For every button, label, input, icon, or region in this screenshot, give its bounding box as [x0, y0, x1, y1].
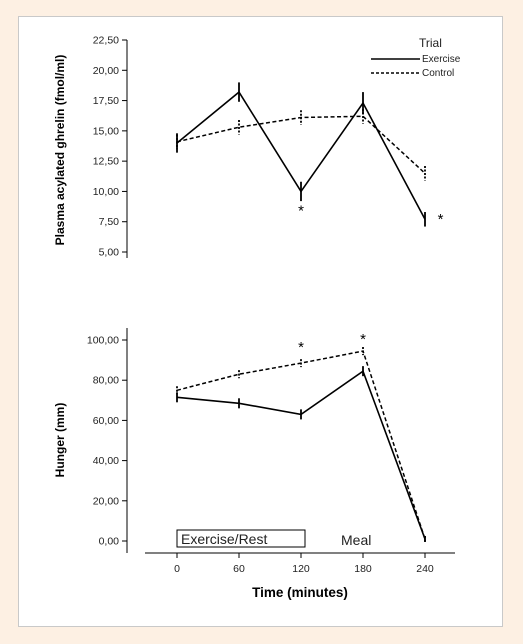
top-y-axis-title: Plasma acylated ghrelin (fmol/ml)	[53, 55, 67, 246]
top-y-tick-label: 12,50	[93, 156, 119, 168]
top-y-tick-label: 20,00	[93, 65, 119, 77]
bottom-y-tick-label: 0,00	[99, 536, 120, 548]
top-y-tick-label: 22,50	[93, 35, 119, 47]
top-y-tick-label: 10,00	[93, 186, 119, 198]
bottom-y-tick-label: 40,00	[93, 455, 119, 467]
top-y-tick-label: 5,00	[99, 247, 120, 259]
legend-exercise-label: Exercise	[422, 54, 461, 65]
top-y-tick-label: 17,50	[93, 95, 119, 107]
bottom-significance-marker: *	[298, 339, 304, 356]
x-tick-label: 60	[233, 563, 245, 575]
plot-layer: 5,00 7,50 10,00 12,50 15,00 17,50 20,00 22,50 * *…	[87, 35, 444, 576]
meal-label: Meal	[341, 532, 371, 548]
bottom-y-axis-title: Hunger (mm)	[53, 403, 67, 478]
x-axis-title: Time (minutes)	[252, 585, 348, 600]
top-y-tick-label: 7,50	[99, 216, 120, 228]
bottom-exercise-line	[176, 369, 426, 540]
bottom-y-tick-label: 80,00	[93, 375, 119, 387]
top-y-tick-label: 15,00	[93, 125, 119, 137]
bottom-y-tick-label: 100,00	[87, 335, 119, 347]
x-tick-label: 0	[174, 563, 180, 575]
x-tick-label: 240	[416, 563, 434, 575]
bottom-control-line	[176, 350, 426, 540]
top-significance-marker: *	[438, 211, 444, 228]
figure-panel	[18, 16, 503, 627]
x-tick-label: 120	[292, 563, 310, 575]
top-control-line	[176, 115, 426, 174]
bottom-y-tick-label: 60,00	[93, 415, 119, 427]
legend-title: Trial	[419, 36, 442, 50]
x-tick-label: 180	[354, 563, 372, 575]
exercise-rest-label: Exercise/Rest	[181, 531, 267, 547]
top-significance-marker: *	[298, 203, 304, 220]
legend-control-label: Control	[422, 68, 454, 79]
bottom-significance-marker: *	[360, 331, 366, 348]
bottom-y-tick-label: 20,00	[93, 495, 119, 507]
exercise-rest-box	[176, 529, 306, 548]
